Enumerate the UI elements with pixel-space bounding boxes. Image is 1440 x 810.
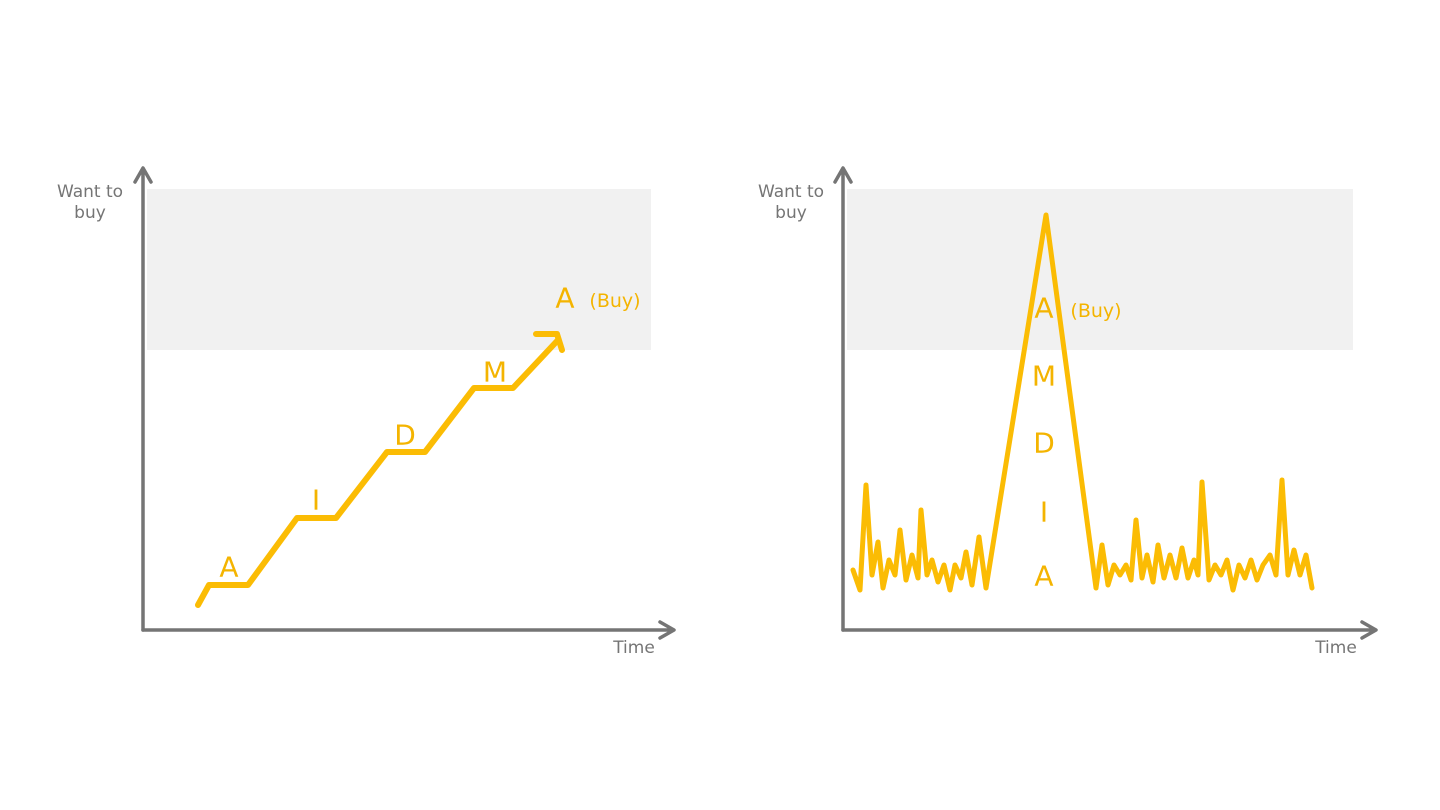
stage-label: I [1039,495,1049,529]
stage-label: A [555,281,575,315]
x-axis [141,620,676,640]
stage-label: A [1034,291,1054,325]
buy-label: (Buy) [1070,300,1122,323]
x-axis [841,620,1378,640]
buy-zone [147,189,651,350]
x-axis-label: Time [1315,638,1357,658]
stage-label: D [394,418,416,452]
journey-line [195,337,561,608]
journey-line [850,212,1315,593]
stage-label: M [1031,359,1057,393]
axes [133,166,676,640]
stage-label: M [482,355,508,389]
y-axis-label: Want to buy [56,182,124,224]
x-axis-label: Time [613,638,655,658]
axes [833,166,1378,640]
stage-label: I [311,483,321,517]
y-axis [133,166,153,632]
panel-left [133,166,676,640]
buy-label: (Buy) [589,290,641,313]
panel-right [833,166,1378,640]
stage-label: D [1033,426,1055,460]
y-axis-label: Want to buy [757,182,825,224]
stage-label: A [219,550,239,584]
stage-label: A [1034,559,1054,593]
arrow-head [533,331,565,353]
y-axis [833,166,853,632]
buy-zone [847,189,1353,350]
